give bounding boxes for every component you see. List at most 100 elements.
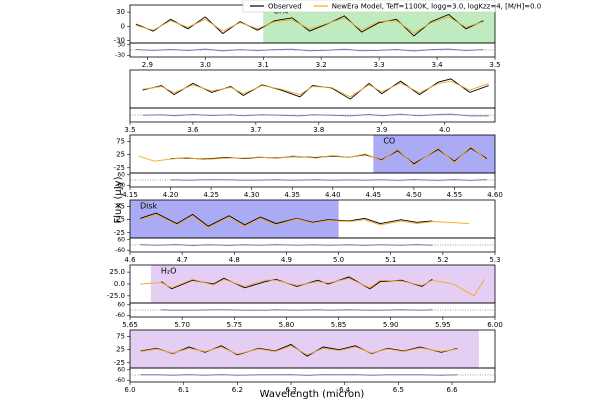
- y-tick-label: -25: [114, 359, 125, 367]
- x-tick-label: 5.0: [333, 256, 344, 264]
- y-tick-label: 30: [116, 8, 125, 16]
- residual-line: [170, 179, 487, 181]
- x-tick-label: 2.9: [142, 61, 153, 69]
- x-tick-label: 4.7: [177, 256, 188, 264]
- x-axis-label: Wavelength (micron): [260, 389, 365, 400]
- residual-line: [140, 374, 458, 376]
- x-tick-label: 5.75: [226, 321, 242, 329]
- y-tick-label: -25.0: [107, 292, 125, 300]
- x-tick-label: 3.5: [489, 61, 500, 69]
- spectrum-line: [140, 277, 485, 297]
- spectrum-line: [142, 78, 489, 100]
- residual-y-tick-label: 30: [117, 41, 125, 48]
- residual-y-tick-label: -60: [115, 312, 125, 319]
- x-tick-label: 3.9: [376, 126, 387, 134]
- y-tick-label: -30: [114, 37, 125, 45]
- y-tick-label: 75: [116, 203, 125, 211]
- x-tick-label: 4.20: [163, 191, 179, 199]
- x-tick-label: 4.30: [244, 191, 260, 199]
- residual-line: [140, 244, 433, 247]
- y-axis-label: Flux (μJy): [113, 176, 124, 223]
- x-tick-label: 3.0: [200, 61, 211, 69]
- x-tick-label: 6.5: [393, 386, 404, 394]
- residual-frame: [129, 172, 496, 188]
- residual-y-tick-label: -60: [115, 247, 125, 254]
- residual-y-tick-label: 60: [117, 236, 125, 243]
- residual-line: [135, 48, 484, 52]
- x-tick-label: 5.2: [437, 256, 448, 264]
- spectrum-line: [137, 146, 488, 166]
- x-tick-label: 6.1: [178, 386, 189, 394]
- spectrum-line: [142, 80, 489, 98]
- x-tick-label: 6.2: [232, 386, 243, 394]
- legend-label: NewEra Model, Teff=1100K, logg=3.0, logK…: [332, 3, 542, 11]
- residual-y-tick-label: 60: [117, 171, 125, 178]
- y-tick-label: 25: [116, 216, 125, 224]
- region-label: CO: [383, 137, 395, 146]
- y-tick-label: 25: [116, 151, 125, 159]
- region-band: [150, 265, 495, 303]
- x-tick-label: 3.2: [316, 61, 327, 69]
- x-tick-label: 4.8: [229, 256, 240, 264]
- spectrum-line: [135, 16, 484, 34]
- x-tick-label: 6.0: [124, 386, 135, 394]
- residual-frame: [129, 302, 496, 318]
- legend-box: [242, 0, 496, 13]
- x-tick-label: 3.5: [124, 126, 135, 134]
- x-tick-label: 5.90: [383, 321, 399, 329]
- x-tick-label: 3.1: [258, 61, 269, 69]
- x-tick-label: 5.3: [489, 256, 500, 264]
- legend-label: Observed: [268, 3, 302, 11]
- x-tick-label: 4.9: [281, 256, 292, 264]
- y-tick-label: -25: [114, 229, 125, 237]
- spectrum-line: [140, 345, 458, 356]
- y-tick-label: 75: [116, 333, 125, 341]
- x-tick-label: 5.80: [279, 321, 295, 329]
- x-tick-label: 5.1: [385, 256, 396, 264]
- x-tick-label: 3.7: [250, 126, 261, 134]
- x-tick-label: 6.4: [339, 386, 351, 394]
- x-tick-label: 3.6: [187, 126, 199, 134]
- residual-line: [142, 113, 489, 117]
- y-tick-label: -25: [114, 164, 125, 172]
- x-tick-label: 3.4: [431, 61, 443, 69]
- spectrum-line: [140, 213, 469, 229]
- region-label: Disk: [140, 202, 158, 211]
- x-tick-label: 4.25: [203, 191, 219, 199]
- x-tick-label: 5.65: [122, 321, 138, 329]
- x-tick-label: 6.6: [446, 386, 458, 394]
- x-tick-label: 5.70: [174, 321, 190, 329]
- x-tick-label: 4.45: [366, 191, 382, 199]
- residual-frame: [129, 367, 496, 383]
- x-tick-label: 5.85: [331, 321, 347, 329]
- x-tick-label: 4.40: [325, 191, 341, 199]
- residual-y-tick-label: -30: [115, 52, 125, 59]
- axes-frame: [129, 69, 496, 109]
- x-tick-label: 5.95: [435, 321, 451, 329]
- residual-frame: [129, 42, 496, 58]
- region-band: [373, 135, 495, 173]
- y-tick-label: 25.0: [109, 268, 125, 276]
- residual-line: [161, 309, 433, 311]
- y-tick-label: 0.0: [114, 280, 125, 288]
- x-tick-label: 6.00: [487, 321, 503, 329]
- y-tick-label: 75: [116, 138, 125, 146]
- residual-y-tick-label: -60: [115, 182, 125, 189]
- region-label: H₂O: [161, 267, 177, 276]
- x-tick-label: 4.6: [124, 256, 136, 264]
- x-tick-label: 6.3: [285, 386, 296, 394]
- x-tick-label: 3.3: [374, 61, 385, 69]
- x-tick-label: 4.15: [122, 191, 138, 199]
- x-tick-label: 4.55: [447, 191, 463, 199]
- y-tick-label: 0: [121, 22, 125, 30]
- x-tick-label: 4.35: [284, 191, 300, 199]
- spectrum-line: [140, 212, 433, 227]
- x-tick-label: 4.0: [439, 126, 450, 134]
- x-tick-label: 3.8: [313, 126, 324, 134]
- x-tick-label: 4.60: [487, 191, 503, 199]
- residual-frame: [129, 237, 496, 253]
- residual-y-tick-label: 60: [117, 366, 125, 373]
- spectrum-line: [170, 147, 488, 165]
- y-tick-label: 25: [116, 346, 125, 354]
